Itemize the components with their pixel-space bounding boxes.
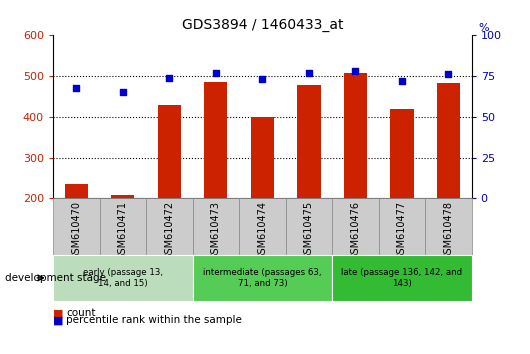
Point [305, 70, 313, 76]
Bar [204, 82, 227, 198]
Text: percentile rank within the sample: percentile rank within the sample [66, 315, 242, 325]
Bar [286, 198, 332, 255]
Text: GSM610470: GSM610470 [71, 201, 81, 260]
Bar [332, 198, 378, 255]
Text: GSM610475: GSM610475 [304, 201, 314, 260]
Text: GSM610472: GSM610472 [164, 201, 174, 260]
Point [72, 85, 81, 90]
Bar [437, 84, 460, 198]
Bar [297, 85, 321, 198]
Text: ■: ■ [53, 315, 67, 325]
Point [444, 72, 453, 77]
Bar [239, 198, 286, 255]
Bar [192, 198, 239, 255]
Text: development stage: development stage [5, 273, 107, 283]
Bar [332, 255, 472, 301]
Point [398, 78, 406, 84]
Bar [158, 105, 181, 198]
Text: early (passage 13,
14, and 15): early (passage 13, 14, and 15) [83, 268, 163, 287]
Bar [53, 255, 192, 301]
Bar [192, 255, 332, 301]
Bar [65, 184, 88, 198]
Title: GDS3894 / 1460433_at: GDS3894 / 1460433_at [182, 18, 343, 32]
Bar [378, 198, 425, 255]
Text: intermediate (passages 63,
71, and 73): intermediate (passages 63, 71, and 73) [203, 268, 322, 287]
Point [165, 75, 173, 81]
Bar [53, 198, 100, 255]
Text: GSM610476: GSM610476 [350, 201, 360, 260]
Bar [425, 198, 472, 255]
Text: GSM610471: GSM610471 [118, 201, 128, 260]
Text: GSM610473: GSM610473 [211, 201, 221, 260]
Text: late (passage 136, 142, and
143): late (passage 136, 142, and 143) [341, 268, 463, 287]
Bar [100, 198, 146, 255]
Text: ■: ■ [53, 308, 67, 318]
Point [119, 90, 127, 95]
Bar [111, 195, 135, 198]
Bar [344, 73, 367, 198]
Text: GSM610477: GSM610477 [397, 201, 407, 260]
Point [258, 76, 267, 82]
Point [351, 68, 360, 74]
Text: count: count [66, 308, 96, 318]
Text: GSM610478: GSM610478 [444, 201, 454, 260]
Bar [251, 117, 274, 198]
Text: %: % [479, 23, 489, 33]
Text: GSM610474: GSM610474 [258, 201, 267, 260]
Bar [390, 109, 413, 198]
Bar [146, 198, 192, 255]
Point [211, 70, 220, 76]
